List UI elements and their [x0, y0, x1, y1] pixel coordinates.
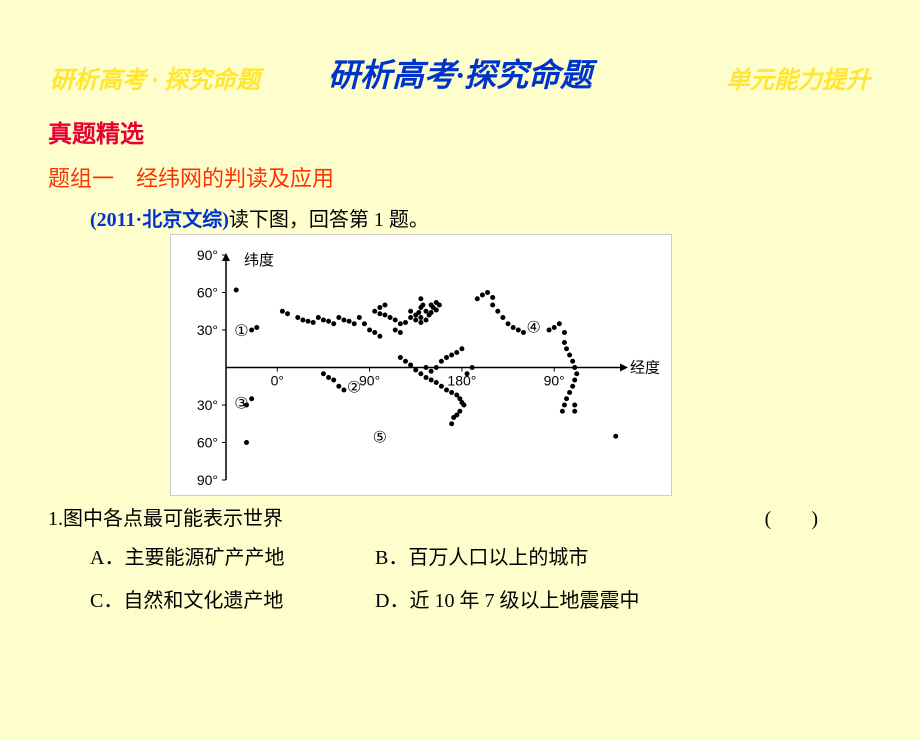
options: A．主要能源矿产产地 B．百万人口以上的城市 C．自然和文化遗产地 D．近 10… — [90, 541, 920, 613]
chart-svg: 90° 60° 30° 30° 60° 90° 0° 90° 180° 90° 纬度经度 ① ② ③ ④ ⑤ — [171, 235, 671, 495]
option-a: A．主要能源矿产产地 — [90, 541, 370, 570]
option-c: C．自然和文化遗产地 — [90, 584, 370, 613]
svg-text:30°: 30° — [197, 397, 218, 413]
svg-text:90°: 90° — [197, 247, 218, 263]
question-source: (2011·北京文综) — [90, 209, 229, 231]
question-intro-text: 读下图，回答第 1 题。 — [229, 209, 429, 231]
answer-blank: ( ) — [765, 502, 818, 531]
svg-text:90°: 90° — [197, 472, 218, 488]
header-right: 单元能力提升 — [726, 60, 870, 95]
svg-text:经度: 经度 — [630, 360, 660, 377]
svg-text:纬度: 纬度 — [244, 252, 274, 269]
question-stem: 1.图中各点最可能表示世界 ( ) — [48, 502, 848, 531]
question-number: 1. — [48, 508, 63, 530]
header-left: 研析高考 · 探究命题 — [50, 60, 260, 95]
svg-text:90°: 90° — [544, 373, 565, 389]
svg-text:60°: 60° — [197, 435, 218, 451]
option-d: D．近 10 年 7 级以上地震震中 — [375, 584, 639, 613]
question-body: 图中各点最可能表示世界 — [63, 508, 283, 530]
svg-text:④: ④ — [527, 319, 541, 336]
svg-text:90°: 90° — [359, 373, 380, 389]
options-row-2: C．自然和文化遗产地 D．近 10 年 7 级以上地震震中 — [90, 584, 920, 613]
group-label: 题组一 经纬网的判读及应用 — [48, 161, 920, 193]
svg-text:30°: 30° — [197, 322, 218, 338]
svg-text:①: ① — [234, 323, 248, 340]
svg-text:180°: 180° — [447, 373, 476, 389]
options-row-1: A．主要能源矿产产地 B．百万人口以上的城市 — [90, 541, 920, 570]
svg-text:60°: 60° — [197, 285, 218, 301]
svg-text:0°: 0° — [271, 373, 284, 389]
svg-text:②: ② — [347, 379, 361, 396]
question-intro: (2011·北京文综)读下图，回答第 1 题。 — [90, 203, 920, 232]
section-label: 真题精选 — [48, 114, 920, 149]
svg-text:⑤: ⑤ — [373, 429, 387, 446]
svg-text:③: ③ — [234, 396, 248, 413]
scatter-chart: 90° 60° 30° 30° 60° 90° 0° 90° 180° 90° 纬度经度 ① ② ③ ④ ⑤ — [170, 234, 672, 496]
option-b: B．百万人口以上的城市 — [375, 541, 588, 570]
